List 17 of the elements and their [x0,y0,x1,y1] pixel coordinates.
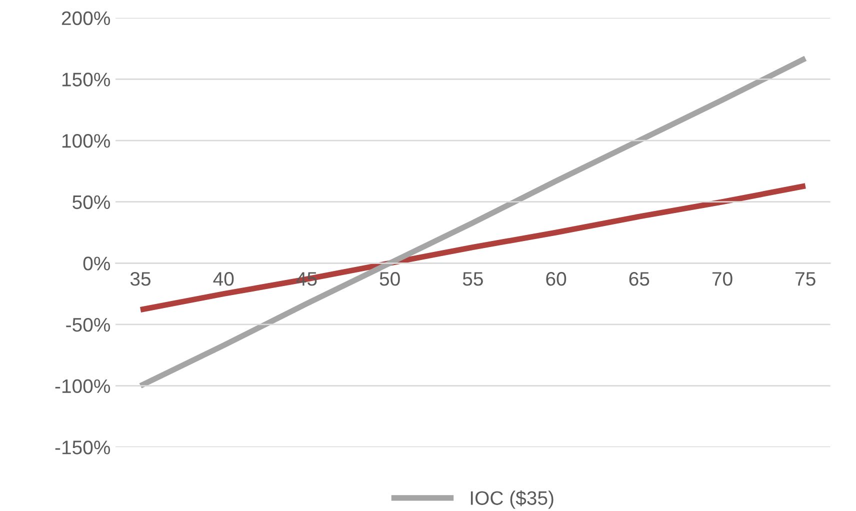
legend-label: IOC ($35) [470,490,554,509]
x-tick-label: 70 [712,272,732,286]
y-tick-label: -150% [55,440,110,454]
y-tick-label: 150% [62,72,110,86]
x-tick-label: 75 [796,272,816,286]
y-tick-label: -100% [55,379,110,394]
x-tick-label: 60 [546,272,566,286]
x-tick-label: 50 [380,272,400,286]
y-tick-label: -50% [66,318,110,332]
x-tick-label: 35 [130,272,150,286]
y-tick-label: 200% [62,11,110,26]
y-tick-label: 100% [62,134,110,148]
x-tick-label: 65 [629,272,650,286]
x-tick-label: 40 [213,272,234,286]
x-tick-label: 55 [462,272,483,286]
y-tick-label: 0% [83,256,110,270]
y-tick-label: 50% [72,195,110,210]
